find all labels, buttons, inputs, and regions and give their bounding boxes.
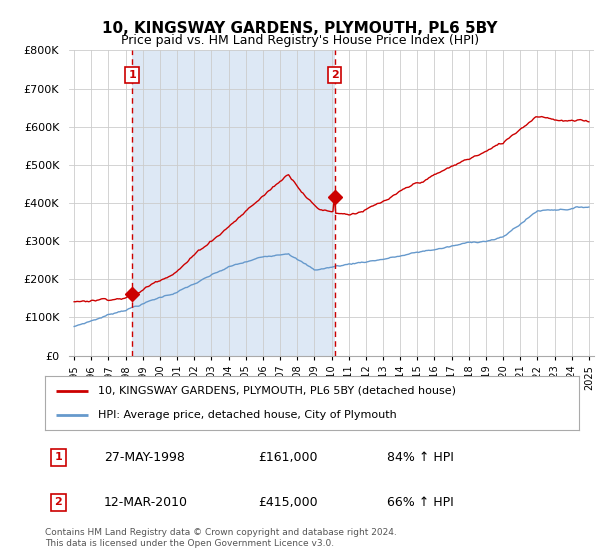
Text: 1: 1 (55, 452, 62, 463)
Text: 2: 2 (331, 70, 338, 80)
Text: £415,000: £415,000 (259, 496, 318, 508)
Text: Contains HM Land Registry data © Crown copyright and database right 2024.
This d: Contains HM Land Registry data © Crown c… (45, 528, 397, 548)
Text: 12-MAR-2010: 12-MAR-2010 (104, 496, 188, 508)
Text: 10, KINGSWAY GARDENS, PLYMOUTH, PL6 5BY (detached house): 10, KINGSWAY GARDENS, PLYMOUTH, PL6 5BY … (98, 386, 457, 396)
Text: 1: 1 (128, 70, 136, 80)
Text: 2: 2 (55, 497, 62, 507)
Text: 84% ↑ HPI: 84% ↑ HPI (387, 451, 454, 464)
Text: HPI: Average price, detached house, City of Plymouth: HPI: Average price, detached house, City… (98, 410, 397, 420)
Bar (132, 50, 335, 356)
Text: Price paid vs. HM Land Registry's House Price Index (HPI): Price paid vs. HM Land Registry's House … (121, 34, 479, 46)
Text: 66% ↑ HPI: 66% ↑ HPI (387, 496, 454, 508)
Text: 10, KINGSWAY GARDENS, PLYMOUTH, PL6 5BY: 10, KINGSWAY GARDENS, PLYMOUTH, PL6 5BY (102, 21, 498, 36)
Text: £161,000: £161,000 (259, 451, 318, 464)
Text: 27-MAY-1998: 27-MAY-1998 (104, 451, 185, 464)
